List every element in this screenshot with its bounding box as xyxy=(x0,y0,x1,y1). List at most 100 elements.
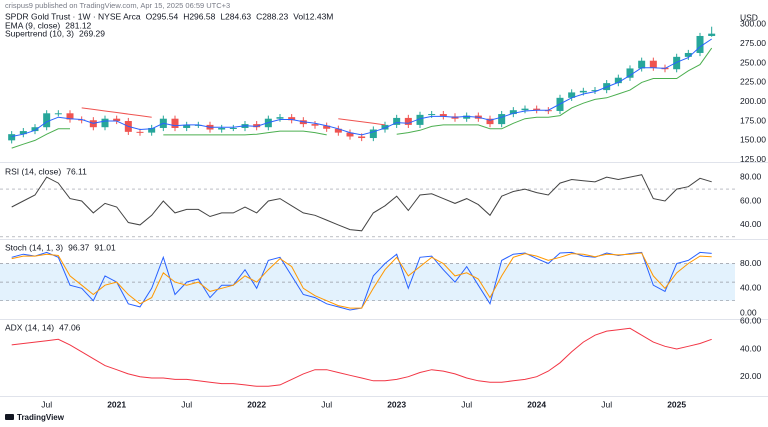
candle-body xyxy=(8,134,16,141)
legend-title: SPDR Gold Trust · 1W · NYSE Arca xyxy=(5,11,141,21)
candle-body xyxy=(626,68,634,78)
candle-body xyxy=(404,117,412,125)
legend-value: C288.23 xyxy=(256,11,288,21)
candle-body xyxy=(288,117,296,121)
x-tick-label: 2022 xyxy=(247,399,266,409)
y-tick-label: 250.00 xyxy=(740,57,766,67)
legend-value: 76.11 xyxy=(66,166,87,176)
y-tick-label: 225.00 xyxy=(740,77,766,87)
y-tick-label: 80.00 xyxy=(740,258,762,268)
candle-body xyxy=(463,115,471,119)
indicator-line xyxy=(11,327,712,387)
x-tick-label: 2021 xyxy=(107,399,126,409)
candle-body xyxy=(66,113,74,120)
indicator-line xyxy=(11,174,712,232)
candle-body xyxy=(229,127,237,129)
legend-title: RSI (14, close) xyxy=(5,166,61,176)
logo: TradingView xyxy=(5,413,65,422)
candle-body xyxy=(708,33,716,36)
legend-value: 269.29 xyxy=(79,28,105,38)
legend-value: Vol12.43M xyxy=(293,11,333,21)
candle-body xyxy=(649,60,657,68)
y-tick-label: 125.00 xyxy=(740,154,766,164)
candle-body xyxy=(253,124,261,128)
legend-name: EMA (9, close) xyxy=(5,20,60,30)
legend-title: Stoch (14, 1, 3) xyxy=(5,242,63,252)
candle-body xyxy=(136,131,144,133)
candle-body xyxy=(614,77,622,84)
x-tick-label: Jul xyxy=(321,399,332,409)
indicator-line xyxy=(81,107,386,126)
x-tick-label: 2024 xyxy=(527,399,546,409)
candle-body xyxy=(43,113,51,128)
logo-icon xyxy=(5,414,14,420)
legend-value: 47.06 xyxy=(59,322,81,332)
candle-body xyxy=(54,113,62,115)
candle-body xyxy=(439,114,447,117)
legend-value: O295.54 xyxy=(146,11,179,21)
indicator-line xyxy=(11,252,712,309)
candle-body xyxy=(358,136,366,139)
legend-value: 281.12 xyxy=(65,20,91,30)
x-tick-label: Jul xyxy=(461,399,472,409)
publisher: crispus9 published on TradingView.com, A… xyxy=(5,1,230,10)
candle-body xyxy=(673,56,681,70)
y-tick-label: 275.00 xyxy=(740,38,766,48)
x-tick-label: 2023 xyxy=(387,399,406,409)
y-tick-label: 20.00 xyxy=(740,371,762,381)
candle-body xyxy=(696,35,704,53)
logo-text: TradingView xyxy=(17,413,65,422)
y-tick-label: 80.00 xyxy=(740,171,762,181)
candle-body xyxy=(323,125,331,129)
legend-name: Supertrend (10, 3) xyxy=(5,28,74,38)
candle-body xyxy=(311,124,319,126)
indicator-line xyxy=(11,38,712,137)
candle-body xyxy=(276,117,284,119)
candle-body xyxy=(393,117,401,125)
candle-body xyxy=(171,118,179,128)
candle-body xyxy=(568,92,576,98)
candle-body xyxy=(334,128,342,133)
candle-body xyxy=(346,132,354,137)
candle-body xyxy=(31,127,39,132)
legend-value: 96.37 xyxy=(68,242,90,252)
candle-body xyxy=(218,127,226,130)
y-tick-label: 40.00 xyxy=(740,343,762,353)
legend-title: ADX (14, 14) xyxy=(5,322,54,332)
legend-value: L284.63 xyxy=(220,11,251,21)
candle-body xyxy=(148,127,156,133)
legend-value: 91.01 xyxy=(94,242,116,252)
y-tick-label: 60.00 xyxy=(740,195,762,205)
candle-body xyxy=(369,129,377,139)
y-tick-label: 150.00 xyxy=(740,135,766,145)
y-tick-label: 300.00 xyxy=(740,19,766,29)
x-tick-label: 2025 xyxy=(667,399,686,409)
candle-body xyxy=(19,131,27,135)
y-tick-label: 0.00 xyxy=(740,307,757,317)
candle-body xyxy=(183,124,191,128)
candle-body xyxy=(416,114,424,125)
x-tick-label: Jul xyxy=(41,399,52,409)
candle-body xyxy=(101,118,109,128)
y-tick-label: 200.00 xyxy=(740,96,766,106)
candle-body xyxy=(486,118,494,125)
candle-body xyxy=(509,110,517,115)
legend-value: H296.58 xyxy=(183,11,215,21)
candle-body xyxy=(498,114,506,125)
y-tick-label: 60.00 xyxy=(740,316,762,326)
candle-body xyxy=(638,60,646,69)
candle-body xyxy=(591,90,599,92)
candle-body xyxy=(684,52,692,57)
candle-body xyxy=(381,124,389,130)
y-tick-label: 40.00 xyxy=(740,283,762,293)
indicator-line xyxy=(11,47,713,149)
candle-body xyxy=(113,118,121,122)
candle-body xyxy=(579,90,587,93)
y-tick-label: 40.00 xyxy=(740,219,762,229)
candle-body xyxy=(428,114,436,116)
candle-body xyxy=(521,108,529,111)
x-tick-label: Jul xyxy=(601,399,612,409)
unit-label: USD xyxy=(740,12,758,22)
x-tick-label: Jul xyxy=(181,399,192,409)
